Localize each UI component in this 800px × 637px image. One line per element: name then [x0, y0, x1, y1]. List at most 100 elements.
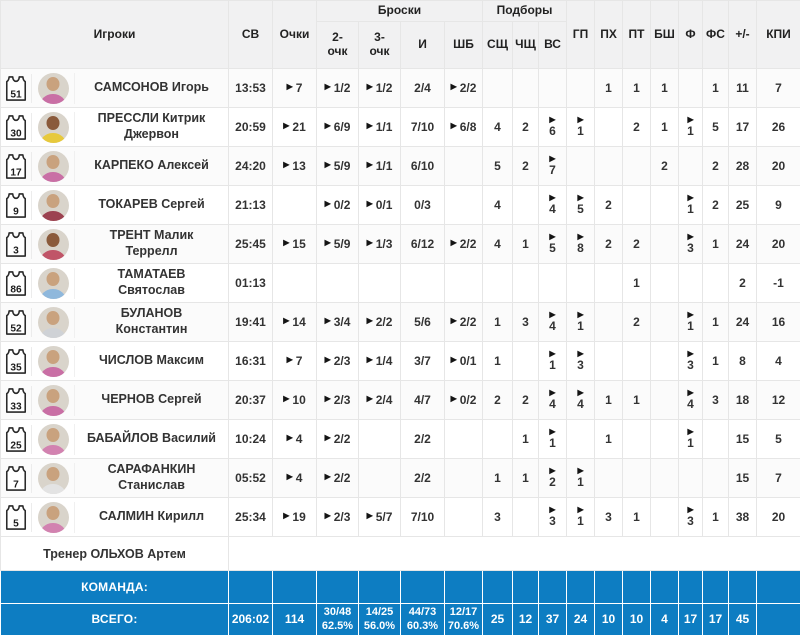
stat-p3[interactable]: ▶ 1/1: [358, 107, 401, 147]
player-name[interactable]: ЧЕРНОВ Сергей: [101, 392, 202, 407]
stat-gp[interactable]: ▶ 1: [566, 302, 596, 342]
player-name[interactable]: БУЛАНОВ Константин: [115, 306, 188, 336]
stat-p3[interactable]: ▶ 0/1: [358, 185, 401, 225]
stat-points[interactable]: ▶ 21: [272, 107, 317, 147]
svg-text:52: 52: [10, 323, 22, 334]
stat-p2[interactable]: ▶ 2/3: [316, 497, 359, 537]
stat-vs[interactable]: ▶ 4: [537, 302, 568, 342]
stat-shb[interactable]: ▶ 2/2: [444, 224, 483, 264]
stat-p2[interactable]: ▶ 1/2: [316, 68, 359, 108]
stat-shb[interactable]: ▶ 2/2: [444, 302, 483, 342]
stat-sch: [482, 419, 513, 459]
stat-arrow-icon: ▶: [549, 387, 556, 397]
stat-f[interactable]: ▶ 4: [678, 380, 704, 420]
stat-p2[interactable]: ▶ 5/9: [316, 146, 359, 186]
stat-chsch: [512, 263, 539, 303]
stat-pt: 1: [622, 497, 652, 537]
svg-text:51: 51: [10, 89, 22, 100]
stat-vs[interactable]: ▶ 4: [537, 380, 568, 420]
svg-text:5: 5: [13, 518, 19, 529]
stat-gp[interactable]: ▶ 4: [566, 380, 596, 420]
stat-shb[interactable]: ▶ 0/2: [444, 380, 483, 420]
stat-p2: [316, 263, 359, 303]
stat-points[interactable]: ▶ 4: [272, 419, 317, 459]
stat-f[interactable]: ▶ 3: [678, 497, 704, 537]
player-avatar: [32, 345, 75, 377]
stat-p3[interactable]: ▶ 1/4: [358, 341, 401, 381]
team-p2: [316, 570, 359, 604]
stat-vs[interactable]: ▶ 2: [537, 458, 568, 498]
stat-gp[interactable]: ▶ 1: [566, 107, 596, 147]
stat-arrow-icon: ▶: [324, 472, 331, 481]
player-name[interactable]: КАРПЕКО Алексей: [94, 158, 209, 173]
stat-gp[interactable]: ▶ 1: [566, 497, 596, 537]
stat-gp[interactable]: ▶ 8: [566, 224, 596, 264]
stat-shb[interactable]: ▶ 0/1: [444, 341, 483, 381]
stat-gp[interactable]: ▶ 3: [566, 341, 596, 381]
stat-gp[interactable]: ▶ 5: [566, 185, 596, 225]
stat-arrow-icon: ▶: [283, 316, 290, 325]
stat-f[interactable]: ▶ 1: [678, 185, 704, 225]
stat-shb[interactable]: ▶ 2/2: [444, 68, 483, 108]
player-name[interactable]: САРАФАНКИН Станислав: [107, 462, 196, 492]
player-name[interactable]: ПРЕССЛИ Китрик Джервон: [97, 111, 206, 141]
stat-p3[interactable]: ▶ 1/3: [358, 224, 401, 264]
player-cell: 25 БАБАЙЛОВ Василий: [0, 419, 229, 459]
stat-p2[interactable]: ▶ 2/3: [316, 341, 359, 381]
stat-p2[interactable]: ▶ 5/9: [316, 224, 359, 264]
jersey-icon: 51: [2, 73, 32, 103]
player-name[interactable]: ТАМАТАЕВ Святослав: [117, 267, 186, 297]
stat-vs[interactable]: ▶ 4: [537, 185, 568, 225]
stat-sv: 13:53: [228, 68, 273, 108]
stat-p3[interactable]: ▶ 2/2: [358, 302, 401, 342]
stat-points[interactable]: ▶ 15: [272, 224, 317, 264]
stat-vs[interactable]: ▶ 1: [537, 419, 568, 459]
stat-p3[interactable]: ▶ 2/4: [358, 380, 401, 420]
stat-vs[interactable]: ▶ 6: [537, 107, 568, 147]
stat-f[interactable]: ▶ 1: [678, 107, 704, 147]
stat-p2[interactable]: ▶ 0/2: [316, 185, 359, 225]
stat-p2[interactable]: ▶ 2/2: [316, 458, 359, 498]
stat-points[interactable]: ▶ 14: [272, 302, 317, 342]
stat-f[interactable]: ▶ 3: [678, 341, 704, 381]
stat-p3[interactable]: ▶ 1/1: [358, 146, 401, 186]
stat-points[interactable]: ▶ 4: [272, 458, 317, 498]
stat-gp[interactable]: ▶ 1: [566, 458, 596, 498]
stat-points[interactable]: ▶ 19: [272, 497, 317, 537]
stat-points[interactable]: ▶ 7: [272, 341, 317, 381]
stat-arrow-icon: ▶: [366, 160, 373, 169]
stat-vs[interactable]: ▶ 7: [537, 146, 568, 186]
svg-text:86: 86: [10, 284, 22, 295]
stat-arrow-icon: ▶: [450, 121, 457, 130]
stat-shb[interactable]: ▶ 6/8: [444, 107, 483, 147]
stat-vs[interactable]: ▶ 5: [537, 224, 568, 264]
player-cell: 30 ПРЕССЛИ Китрик Джервон: [0, 107, 229, 147]
stat-points[interactable]: ▶ 10: [272, 380, 317, 420]
stat-vs[interactable]: ▶ 1: [537, 341, 568, 381]
player-cell: 86 ТАМАТАЕВ Святослав: [0, 263, 229, 303]
stat-points[interactable]: ▶ 7: [272, 68, 317, 108]
stat-arrow-icon: ▶: [324, 433, 331, 442]
stat-p3[interactable]: ▶ 1/2: [358, 68, 401, 108]
col-header-plusminus: +/-: [728, 0, 758, 69]
player-name[interactable]: ТОКАРЕВ Сергей: [98, 197, 205, 212]
stat-p2[interactable]: ▶ 6/9: [316, 107, 359, 147]
stat-f[interactable]: ▶ 3: [678, 224, 704, 264]
player-name[interactable]: САМСОНОВ Игорь: [94, 80, 209, 95]
stat-p2[interactable]: ▶ 3/4: [316, 302, 359, 342]
stat-fs: 1: [702, 497, 730, 537]
stat-p3[interactable]: ▶ 5/7: [358, 497, 401, 537]
stat-arrow-icon: ▶: [450, 316, 457, 325]
stat-arrow-icon: ▶: [324, 199, 331, 208]
stat-f[interactable]: ▶ 1: [678, 302, 704, 342]
player-name[interactable]: ЧИСЛОВ Максим: [99, 353, 204, 368]
stat-p2[interactable]: ▶ 2/2: [316, 419, 359, 459]
stat-f[interactable]: ▶ 1: [678, 419, 704, 459]
totals-row-label: ВСЕГО:: [0, 603, 229, 636]
player-name[interactable]: САЛМИН Кирилл: [98, 509, 205, 524]
stat-p2[interactable]: ▶ 2/3: [316, 380, 359, 420]
player-name[interactable]: ТРЕНТ Малик Террелл: [109, 228, 194, 258]
stat-vs[interactable]: ▶ 3: [537, 497, 568, 537]
stat-points[interactable]: ▶ 13: [272, 146, 317, 186]
player-name[interactable]: БАБАЙЛОВ Василий: [87, 431, 216, 446]
